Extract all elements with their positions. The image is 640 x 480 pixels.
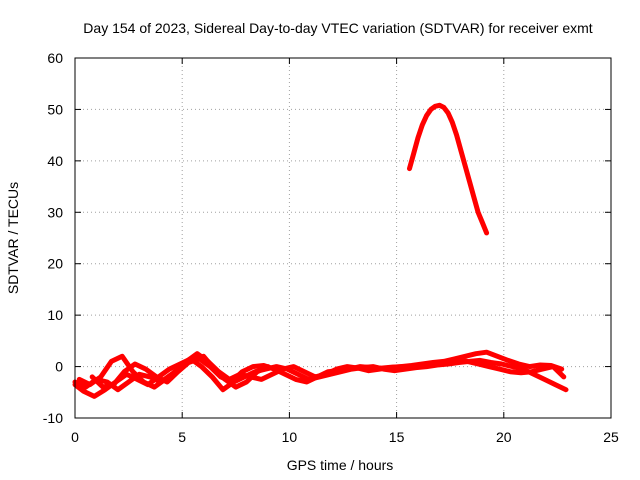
series-satellite-track-4 xyxy=(72,353,271,393)
y-tick-label: 60 xyxy=(47,50,63,66)
series-satellite-track-3 xyxy=(89,356,567,390)
x-tick-label: 0 xyxy=(71,429,79,445)
y-tick-label: 20 xyxy=(47,256,63,272)
x-tick-label: 5 xyxy=(178,429,186,445)
x-tick-label: 15 xyxy=(389,429,405,445)
y-tick-label: -10 xyxy=(43,410,63,426)
y-tick-label: 30 xyxy=(47,204,63,220)
x-tick-label: 25 xyxy=(603,429,619,445)
series-high-variation-arc xyxy=(407,102,490,236)
x-axis-label: GPS time / hours xyxy=(287,457,394,473)
y-tick-label: 40 xyxy=(47,153,63,169)
axis-ticks: 0 5 10 15 20 25 -10 0 10 20 30 40 50 60 xyxy=(43,50,619,445)
chart-title: Day 154 of 2023, Sidereal Day-to-day VTE… xyxy=(83,20,592,36)
y-tick-label: 10 xyxy=(47,307,63,323)
y-tick-label: 50 xyxy=(47,101,63,117)
plot-frame xyxy=(74,57,612,419)
series-group xyxy=(72,102,569,399)
x-tick-label: 10 xyxy=(282,429,298,445)
y-tick-label: 0 xyxy=(55,359,63,375)
y-axis-label: SDTVAR / TECUs xyxy=(5,182,21,294)
x-tick-label: 20 xyxy=(496,429,512,445)
